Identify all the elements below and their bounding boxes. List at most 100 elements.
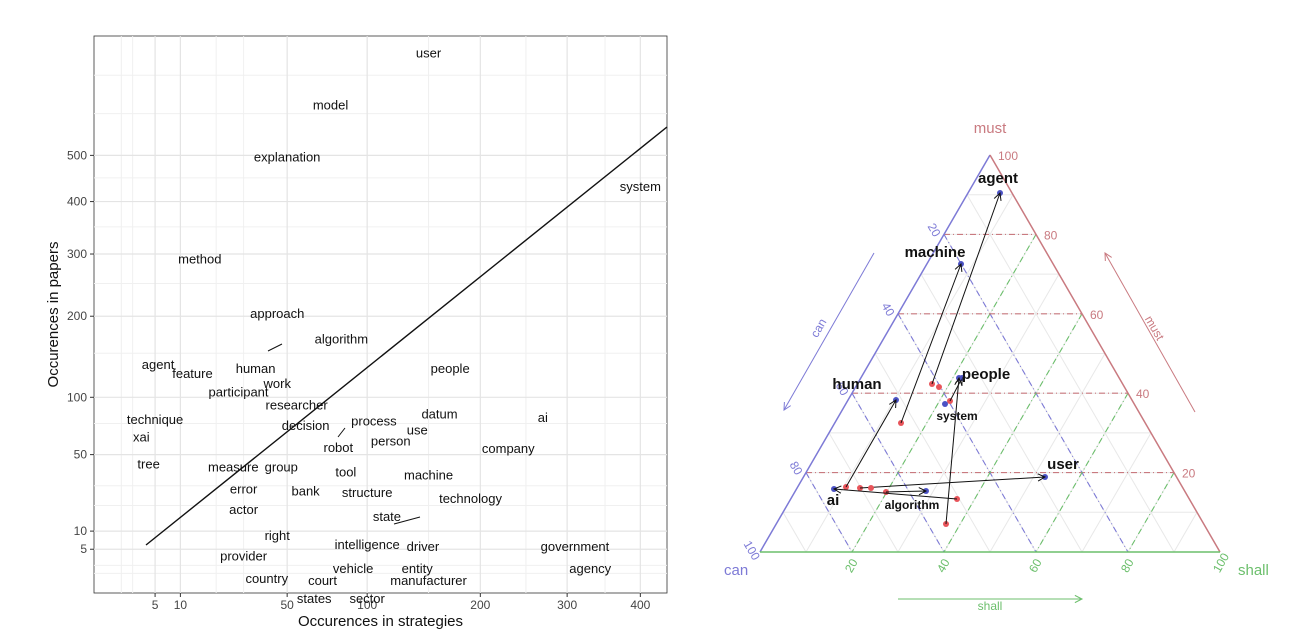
can-tick-label: 100: [741, 538, 763, 563]
word-label: company: [482, 441, 535, 456]
must-arrow-label: must: [1142, 313, 1167, 343]
shall-tick-label: 20: [842, 556, 861, 575]
x-tick-label: 10: [174, 598, 188, 612]
word-label: method: [178, 252, 221, 267]
ternary-word-label-small: algorithm: [885, 498, 940, 512]
x-tick-label: 300: [557, 598, 577, 612]
must-tick-label: 80: [1044, 228, 1058, 242]
target-point: [942, 401, 948, 407]
word-label: human: [236, 361, 276, 376]
word-label: sector: [349, 591, 385, 606]
y-tick-label: 300: [67, 247, 87, 261]
word-label: vehicle: [333, 561, 373, 576]
can-direction-arrow-head: [783, 401, 791, 411]
shall-tick-label: 100: [1210, 550, 1232, 575]
word-label: agency: [569, 561, 611, 576]
word-label: government: [541, 539, 610, 554]
ternary-grid: [989, 353, 1106, 553]
shall-direction-arrow-head: [1074, 594, 1084, 604]
word-label: machine: [404, 468, 453, 483]
shift-arrow-head: [954, 376, 963, 386]
x-tick-label: 50: [280, 598, 294, 612]
ternary-word-label: machine: [905, 244, 966, 261]
ternary-grid: [1081, 432, 1152, 553]
word-label: ai: [538, 410, 548, 425]
scatter-svg: 5 10 50 100 200 300 400 5 10 50 100 200 300 400 500 Occ…: [45, 35, 668, 630]
word-label: system: [620, 179, 661, 194]
ternary-grid: [897, 273, 1060, 553]
word-label: datum: [421, 407, 457, 422]
can-gridline: [851, 392, 945, 553]
must-direction-arrow-head: [1104, 252, 1112, 262]
word-label: user: [416, 45, 442, 60]
y-tick-label: 100: [67, 390, 87, 404]
diagonal-line: [145, 126, 668, 546]
ternary-grid: [920, 273, 1083, 553]
shift-arrow: [845, 399, 897, 488]
can-direction-arrow: [783, 252, 875, 411]
y-tick-label: 400: [67, 195, 87, 209]
shift-arrow: [885, 490, 927, 493]
y-tick-label: 500: [67, 148, 87, 162]
y-tick-label: 10: [74, 524, 88, 538]
word-label: work: [263, 376, 292, 391]
word-label: right: [265, 528, 291, 543]
y-tick-label: 50: [74, 448, 88, 462]
word-label: model: [313, 98, 349, 113]
word-label: provider: [220, 548, 268, 563]
y-axis-title: Occurences in papers: [45, 242, 62, 388]
word-label: tool: [335, 464, 356, 479]
word-label: process: [351, 413, 397, 428]
word-label: participant: [209, 384, 269, 399]
word-label: tree: [137, 457, 159, 472]
word-label: measure: [208, 460, 259, 475]
plot-panel: [93, 35, 668, 594]
shall-gridline: [1127, 472, 1175, 553]
word-label: intelligence: [335, 537, 400, 552]
must-tick-label: 100: [998, 149, 1018, 163]
ternary-word-label: people: [962, 366, 1010, 383]
shift-arrow: [945, 377, 960, 525]
ternary-grid: [966, 194, 1175, 553]
word-label: actor: [229, 502, 259, 517]
word-label: decision: [282, 418, 330, 433]
label-connector: [267, 343, 283, 352]
word-label: court: [308, 573, 337, 588]
ternary-chart: 20 20 20 40 40 40 60 60 60 80 80 80 100 100 100 must can…: [690, 0, 1310, 638]
word-label: group: [265, 460, 298, 475]
ternary-word-label-small: system: [936, 409, 977, 423]
source-point: [936, 384, 942, 390]
label-connector: [393, 516, 421, 525]
shift-arrow: [833, 488, 958, 500]
shall-gridline: [1035, 392, 1129, 553]
y-tick-label: 200: [67, 309, 87, 323]
must-tick-label: 40: [1136, 387, 1150, 401]
word-label: country: [245, 571, 288, 586]
word-label: explanation: [254, 150, 321, 165]
must-axis: [989, 154, 1221, 553]
ternary-grid: [874, 353, 991, 553]
x-tick-label: 100: [357, 598, 377, 612]
x-tick-label: 5: [152, 598, 159, 612]
shift-arrow-head: [1037, 473, 1047, 482]
word-label: feature: [172, 366, 212, 381]
shift-arrow: [949, 377, 963, 402]
ternary-grid: [782, 512, 807, 553]
y-tick-label: 5: [80, 542, 87, 556]
word-label: researcher: [266, 397, 329, 412]
must-axis-title: must: [974, 120, 1007, 137]
shall-tick-label: 60: [1026, 556, 1045, 575]
must-tick-label: 20: [1182, 467, 1196, 481]
can-tick-label: 40: [879, 300, 898, 319]
word-label: technology: [439, 491, 502, 506]
ternary-word-label: agent: [978, 170, 1018, 187]
word-label: robot: [324, 440, 354, 455]
can-tick-label: 80: [787, 459, 806, 478]
shall-axis-title: shall: [1238, 562, 1269, 579]
ternary-grid: [1173, 512, 1198, 553]
word-label: state: [373, 509, 401, 524]
word-label: structure: [342, 485, 393, 500]
word-label: xai: [133, 430, 150, 445]
word-label: person: [371, 433, 411, 448]
ternary-word-label: ai: [827, 492, 840, 509]
